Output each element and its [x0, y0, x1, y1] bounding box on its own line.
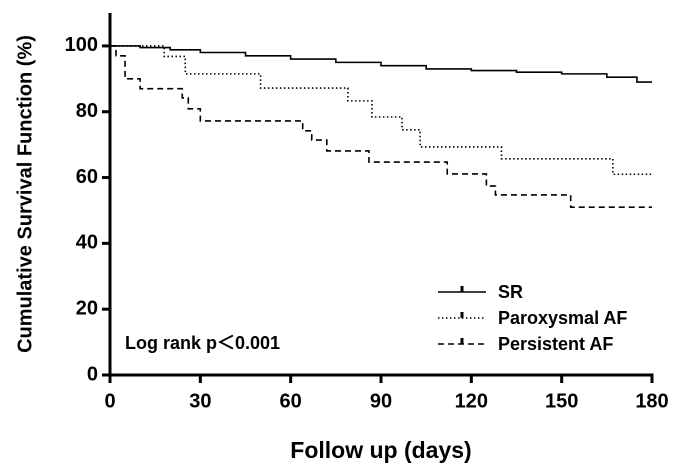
x-tick-label: 30: [189, 390, 211, 412]
y-axis-label: Cumulative Survival Function (%): [14, 35, 36, 353]
y-tick-label: 0: [87, 363, 98, 385]
x-tick-label: 180: [635, 390, 668, 412]
annotation: Log rank p＜0.001: [125, 333, 280, 353]
survival-curve: [110, 45, 652, 83]
y-tick-label: 60: [76, 166, 98, 188]
x-tick-label: 150: [545, 390, 578, 412]
y-tick-label: 80: [76, 100, 98, 122]
x-axis-label: Follow up (days): [290, 437, 471, 463]
y-tick-label: 20: [76, 297, 98, 319]
x-tick-label: 0: [104, 390, 115, 412]
x-tick-label: 90: [370, 390, 392, 412]
legend-label: SR: [498, 282, 523, 302]
y-tick-label: 40: [76, 232, 98, 254]
x-tick-label: 60: [280, 390, 302, 412]
y-tick-label: 100: [65, 34, 98, 56]
legend-label: Persistent AF: [498, 334, 613, 354]
survival-curve: [110, 45, 652, 208]
legend-label: Paroxysmal AF: [498, 308, 627, 328]
survival-curve: [110, 45, 652, 176]
x-tick-label: 120: [455, 390, 488, 412]
